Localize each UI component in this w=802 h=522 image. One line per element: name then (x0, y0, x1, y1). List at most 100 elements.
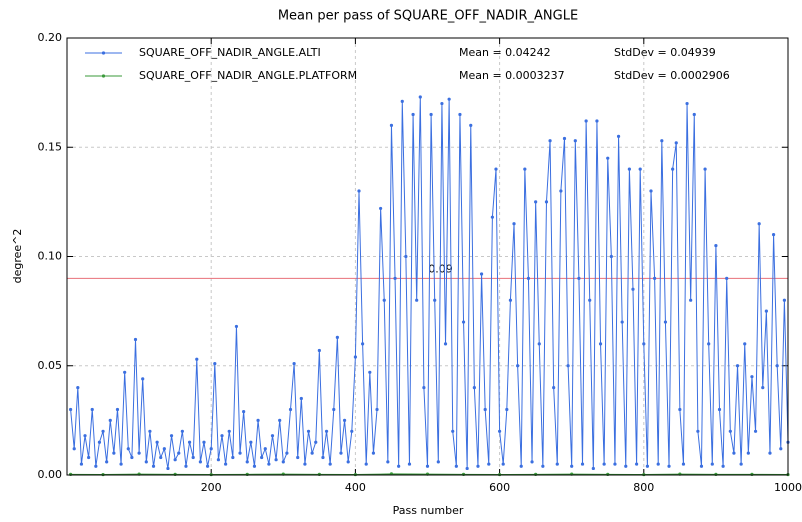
data-point (483, 407, 487, 412)
data-point (97, 440, 102, 444)
data-point (242, 410, 246, 414)
data-point (400, 99, 404, 103)
data-point (634, 462, 639, 466)
data-point (728, 429, 732, 433)
data-point (436, 460, 440, 464)
data-point (141, 377, 145, 381)
data-point (580, 462, 585, 466)
data-point (256, 418, 260, 422)
data-point (725, 276, 729, 280)
data-point (461, 320, 466, 324)
data-point (368, 370, 372, 374)
data-point (458, 112, 462, 117)
data-point (717, 407, 722, 412)
x-tick-label: 800 (633, 481, 654, 494)
data-point (490, 215, 494, 219)
chart-title: Mean per pass of SQUARE_OFF_NADIR_ANGLE (278, 9, 578, 24)
data-point (447, 97, 451, 101)
data-point (418, 95, 422, 99)
data-point (498, 429, 502, 433)
data-point (249, 440, 253, 444)
data-point (541, 464, 545, 468)
data-point (544, 200, 549, 204)
data-point (209, 447, 213, 451)
data-point (314, 440, 318, 444)
data-point (771, 233, 776, 237)
data-point (375, 407, 379, 412)
x-axis-label: Pass number (393, 504, 464, 517)
data-point (285, 451, 289, 455)
data-point (162, 447, 166, 451)
data-point (155, 440, 159, 444)
data-point (105, 460, 109, 464)
data-point (465, 466, 469, 471)
data-point (425, 464, 430, 468)
data-point (454, 464, 458, 468)
data-point (782, 298, 786, 302)
data-point (296, 455, 300, 460)
data-point (649, 189, 653, 193)
data-point (101, 429, 105, 433)
data-point (631, 287, 635, 291)
legend-label: SQUARE_OFF_NADIR_ANGLE.PLATFORM (139, 69, 357, 82)
data-point (508, 298, 513, 302)
data-point (494, 167, 498, 171)
data-point (397, 464, 401, 468)
data-point (191, 455, 195, 460)
legend-marker (101, 74, 106, 78)
data-point (357, 189, 361, 193)
data-point (137, 451, 141, 455)
data-point (90, 407, 94, 412)
data-point (555, 462, 559, 466)
data-point (469, 123, 473, 127)
y-tick-label: 0.20 (38, 31, 63, 44)
data-point (198, 460, 202, 464)
data-point (69, 407, 73, 412)
data-point (710, 462, 714, 466)
legend-label: SQUARE_OFF_NADIR_ANGLE.ALTI (139, 46, 321, 59)
data-point (692, 112, 696, 117)
data-point (339, 451, 343, 455)
data-point (371, 451, 376, 455)
data-point (227, 429, 231, 433)
data-point (577, 276, 581, 280)
data-point (559, 189, 563, 193)
data-point (616, 134, 621, 138)
data-point (83, 434, 87, 438)
data-point (530, 460, 534, 464)
data-point (382, 298, 386, 302)
data-point (479, 272, 484, 276)
data-point (148, 429, 152, 433)
data-point (306, 429, 311, 433)
data-point (602, 462, 606, 466)
data-point (115, 407, 120, 412)
x-tick-label: 1000 (774, 481, 802, 494)
data-point (429, 112, 433, 117)
data-point (72, 447, 76, 451)
data-point (379, 206, 383, 211)
data-point (361, 342, 365, 346)
data-point (231, 455, 235, 460)
y-axis-label: degree^2 (11, 229, 24, 284)
data-point (656, 462, 660, 466)
data-point (216, 458, 221, 462)
data-point (195, 357, 199, 361)
data-point (606, 156, 610, 160)
data-point (660, 139, 664, 143)
data-point (393, 276, 397, 280)
data-point (177, 451, 181, 455)
data-point (674, 141, 678, 145)
y-tick-label: 0.10 (38, 250, 63, 263)
x-tick-label: 400 (345, 481, 366, 494)
data-point (299, 396, 303, 401)
data-point (523, 167, 527, 171)
data-point (433, 298, 437, 302)
data-point (173, 458, 177, 462)
data-point (415, 298, 419, 302)
data-point (303, 462, 307, 466)
data-point (112, 451, 116, 455)
data-point (130, 455, 134, 460)
data-point (732, 451, 736, 455)
data-point (566, 364, 570, 368)
data-point (274, 458, 278, 462)
